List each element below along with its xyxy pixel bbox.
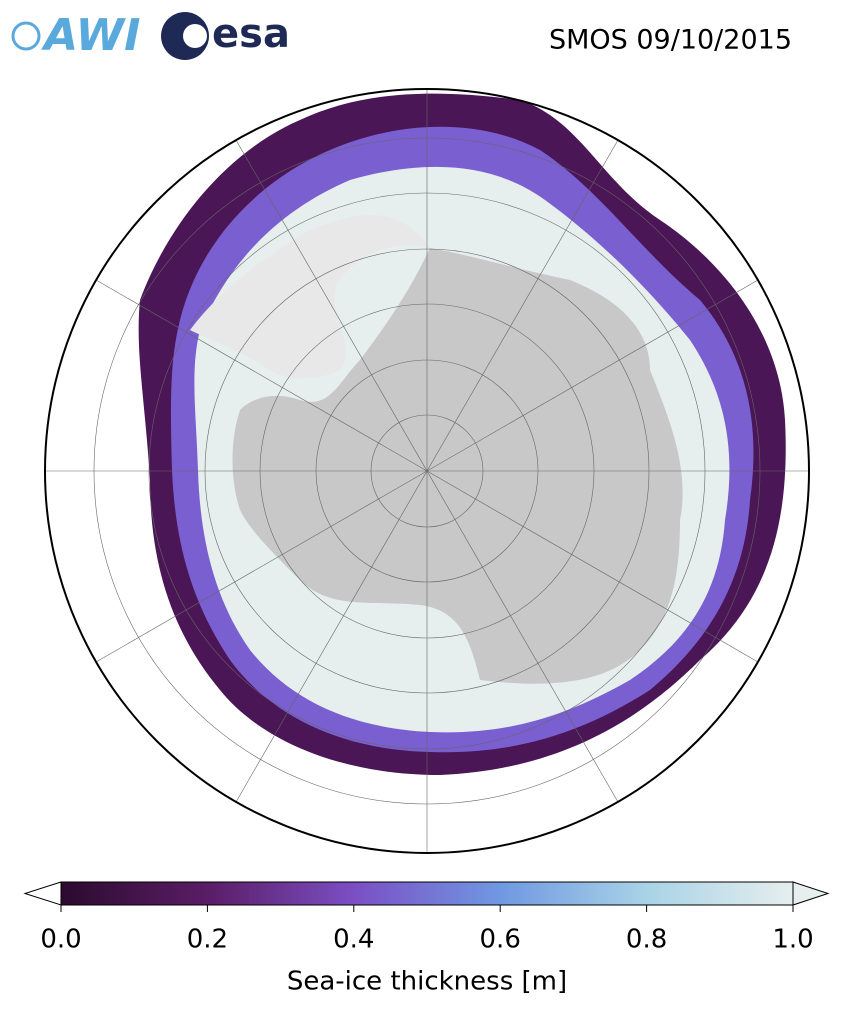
colorbar-tick-label: 0.0	[40, 925, 81, 955]
map	[45, 89, 809, 853]
map-title: SMOS 09/10/2015	[549, 25, 792, 56]
graticule	[45, 89, 809, 853]
colorbar-under	[23, 881, 62, 906]
awi-logo: AWI	[11, 10, 141, 61]
esa-text: esa	[212, 11, 290, 57]
esa-logo: esa	[161, 11, 290, 60]
colorbar-tick-label: 1.0	[772, 925, 813, 955]
awi-text: AWI	[41, 10, 141, 61]
colorbar-gradient	[60, 881, 794, 906]
colorbar-tick-label: 0.2	[187, 925, 228, 955]
colorbar-tick-label: 0.6	[480, 925, 521, 955]
antarctica	[232, 248, 683, 684]
ross-weddell	[190, 215, 430, 379]
colorbar-over	[792, 881, 830, 906]
colorbar	[23, 881, 830, 912]
colorbar-label: Sea-ice thickness [m]	[287, 967, 567, 997]
map-border	[44, 88, 810, 854]
colorbar-tick-label: 0.8	[626, 925, 667, 955]
colorbar-tick-label: 0.4	[333, 925, 374, 955]
